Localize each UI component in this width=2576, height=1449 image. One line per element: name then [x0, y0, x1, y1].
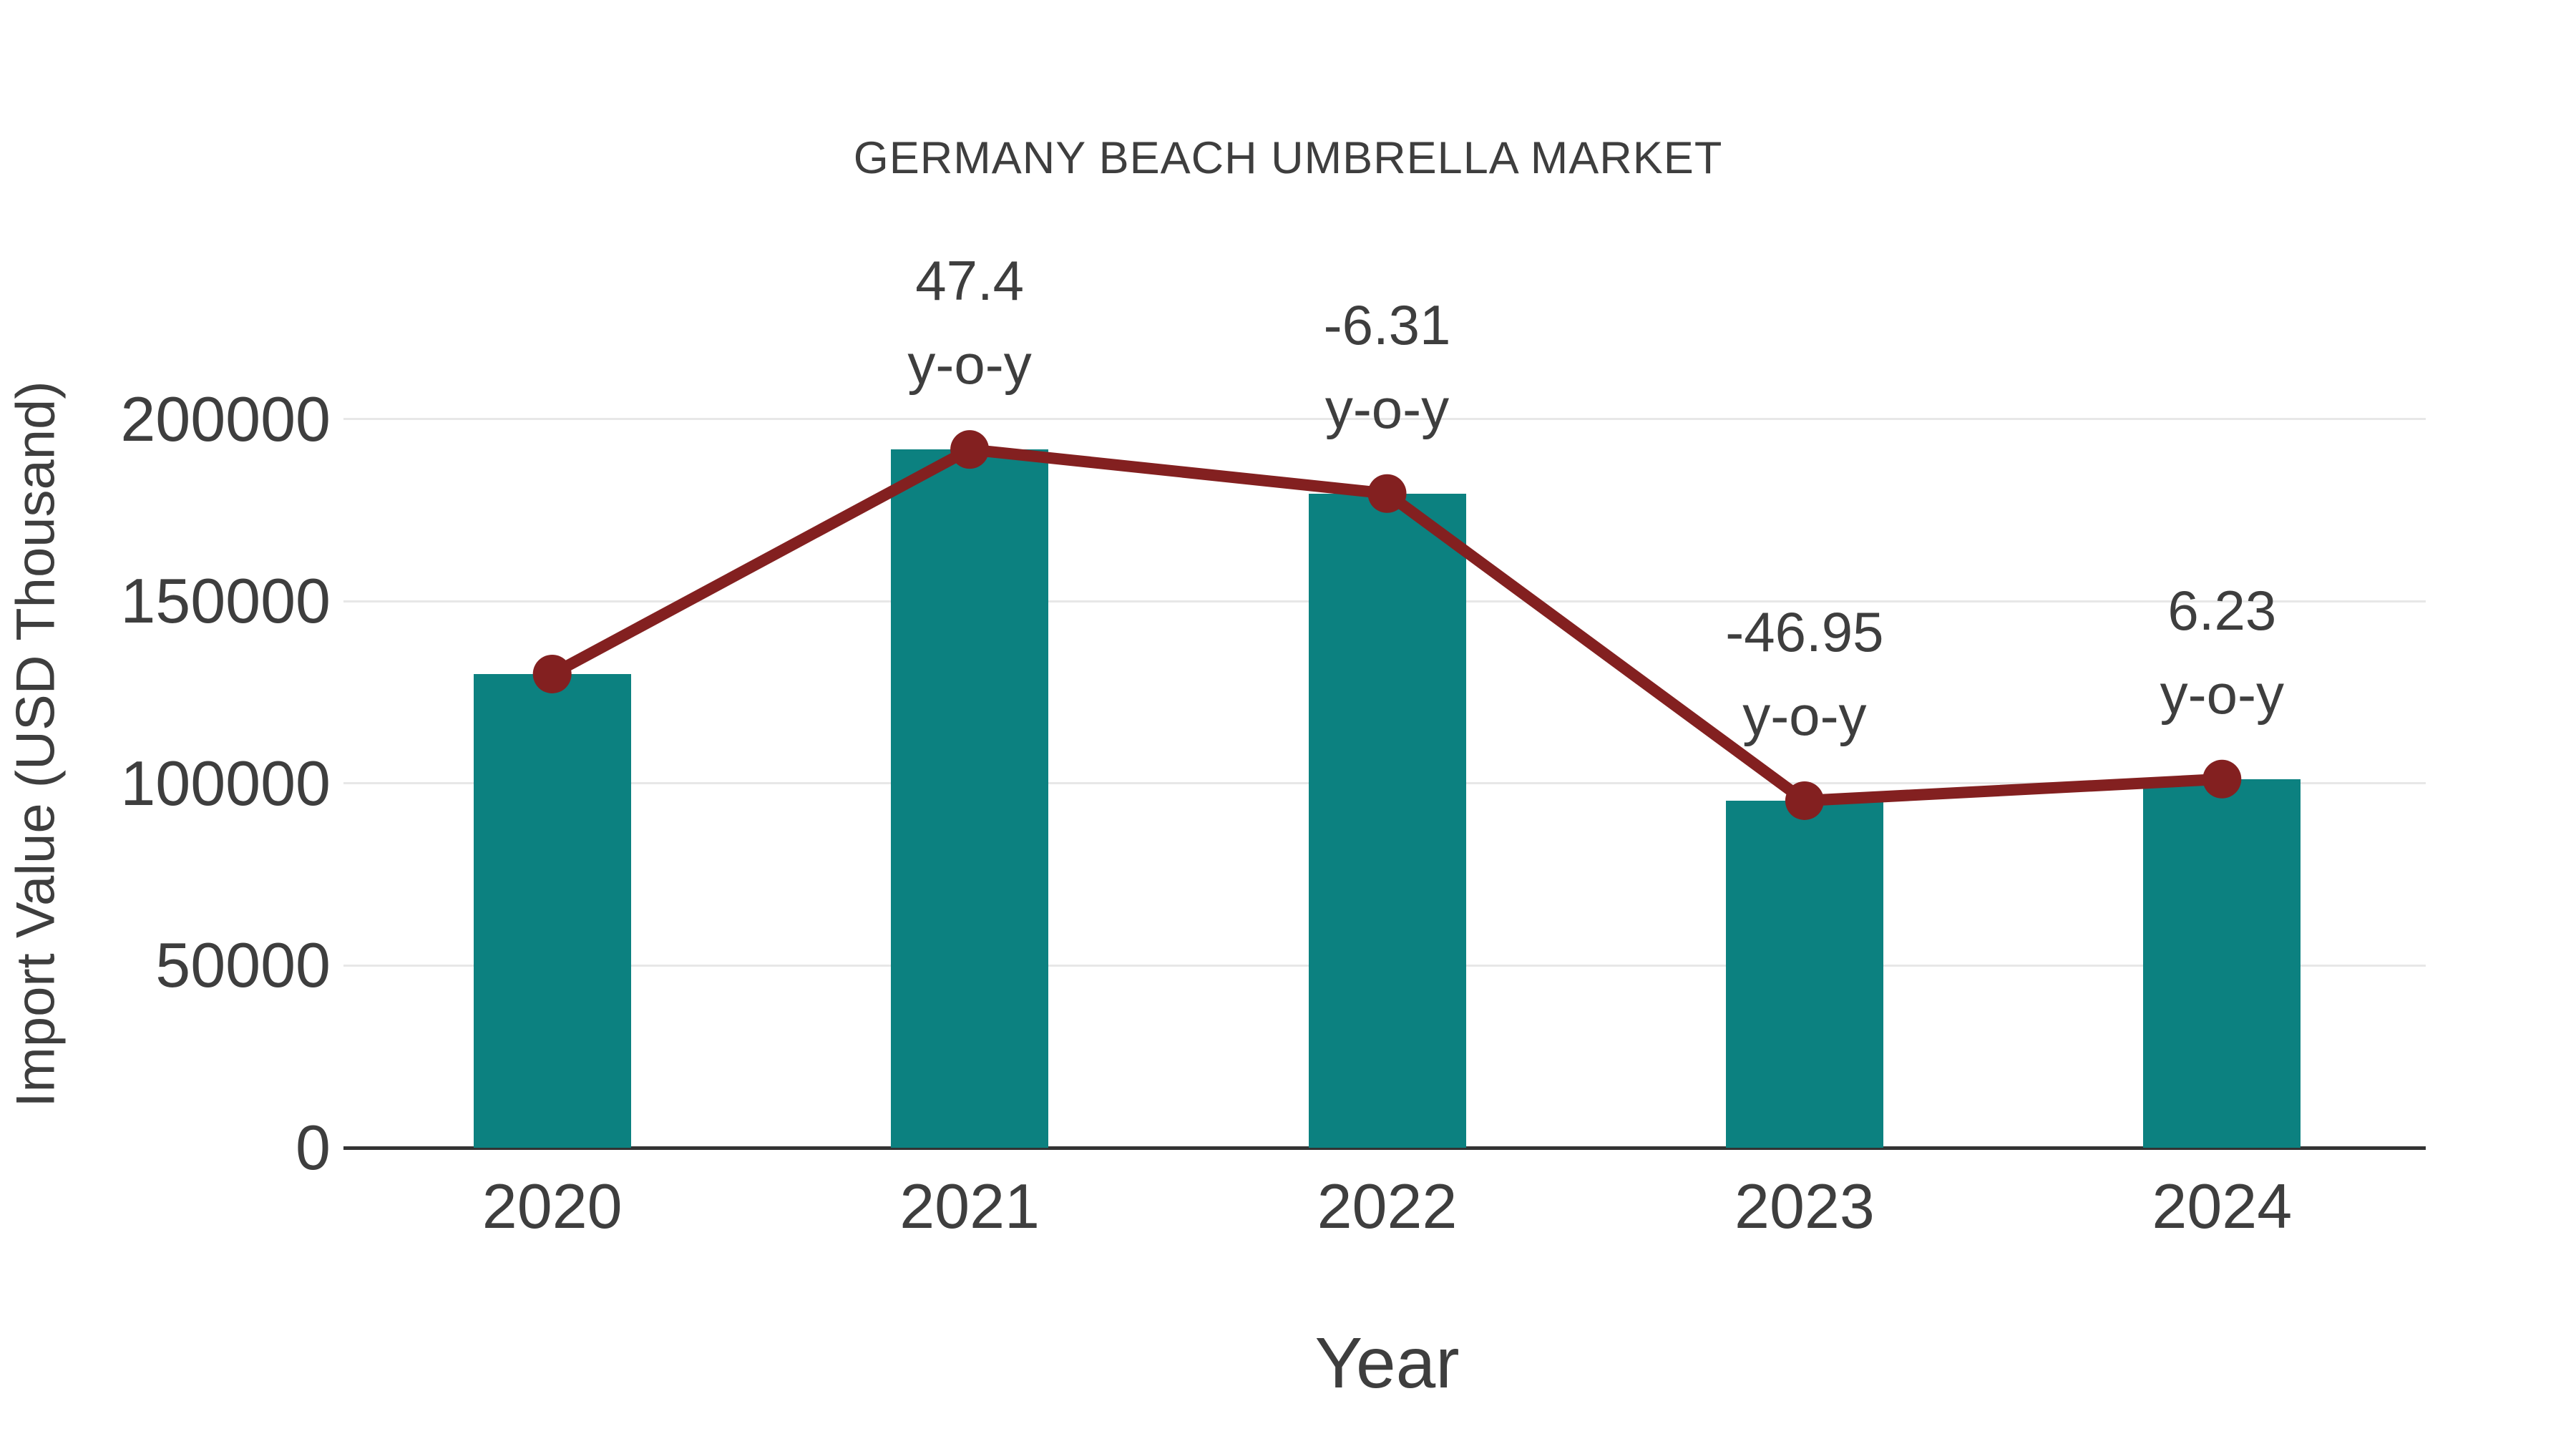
x-axis-line — [343, 1146, 2426, 1150]
x-axis-title: Year — [1314, 1323, 1460, 1403]
bar-2020 — [473, 673, 631, 1148]
yoy-annotation-2021: 47.4 y-o-y — [907, 239, 1031, 406]
chart-title: GERMANY BEACH UMBRELLA MARKET — [853, 133, 1723, 183]
yoy-value: -46.95 — [1725, 600, 1884, 663]
y-tick-label-0: 0 — [296, 1112, 331, 1183]
trend-marker-2021 — [950, 430, 990, 469]
y-tick-label-50000: 50000 — [155, 930, 331, 1001]
bar-2022 — [1308, 493, 1466, 1148]
bar-2024 — [2143, 779, 2301, 1148]
yoy-value: -6.31 — [1323, 293, 1451, 356]
trend-marker-2022 — [1367, 474, 1407, 513]
trend-marker-2023 — [1785, 781, 1824, 820]
gridline-200000 — [343, 418, 2426, 420]
x-tick-label-2024: 2024 — [2152, 1171, 2293, 1241]
yoy-label: y-o-y — [2160, 662, 2284, 726]
x-tick-label-2023: 2023 — [1735, 1171, 1875, 1241]
yoy-annotation-2023: -46.95 y-o-y — [1725, 590, 1883, 758]
bar-2023 — [1725, 800, 1883, 1148]
yoy-label: y-o-y — [1324, 376, 1450, 440]
x-tick-label-2022: 2022 — [1317, 1171, 1458, 1241]
y-tick-label-200000: 200000 — [120, 383, 331, 454]
yoy-annotation-2022: -6.31 y-o-y — [1324, 283, 1451, 451]
trend-marker-2020 — [532, 654, 572, 693]
bar-2021 — [891, 449, 1049, 1148]
yoy-label: y-o-y — [907, 333, 1032, 396]
y-tick-label-150000: 150000 — [120, 565, 331, 637]
yoy-label: y-o-y — [1742, 683, 1867, 747]
x-tick-label-2021: 2021 — [899, 1171, 1040, 1241]
yoy-value: 6.23 — [2167, 578, 2277, 642]
trend-marker-2024 — [2202, 759, 2242, 799]
y-tick-label-100000: 100000 — [120, 747, 331, 819]
yoy-annotation-2024: 6.23 y-o-y — [2160, 569, 2284, 736]
x-tick-label-2020: 2020 — [482, 1171, 623, 1241]
yoy-value: 47.4 — [915, 249, 1024, 313]
